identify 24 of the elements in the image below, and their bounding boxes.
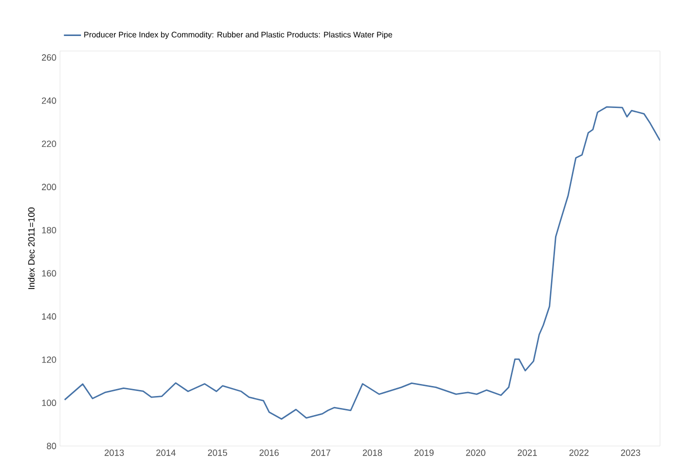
x-tick-label: 2018 (362, 450, 382, 456)
x-tick-label: 2021 (518, 450, 537, 456)
x-tick-label: 2019 (414, 450, 434, 456)
x-tick-label: 2022 (569, 450, 588, 456)
x-tick-label: 2015 (208, 450, 228, 456)
x-tick-label: 2023 (621, 450, 640, 456)
y-tick-label: 120 (42, 356, 56, 363)
y-tick-label: 80 (46, 442, 56, 450)
y-tick-label: 220 (42, 140, 56, 147)
y-tick-label: 100 (42, 400, 56, 406)
x-tick-label: 2017 (311, 450, 330, 456)
x-tick-label: 2014 (156, 450, 176, 456)
y-tick-label: 240 (42, 97, 56, 104)
line-series (64, 106, 660, 420)
y-tick-label: 180 (42, 226, 56, 234)
y-tick-label: 200 (42, 184, 56, 190)
y-tick-label: 160 (42, 270, 56, 277)
x-tick-label: 2020 (466, 450, 486, 456)
x-tick-label: 2013 (104, 450, 124, 456)
y-tick-label: 260 (42, 54, 56, 61)
legend-label: Producer Price Index by Commodity: Rubber and Plastic Products: Plastics Water Pipe (84, 32, 392, 40)
y-axis-title: Index Dec 2011=100 (28, 208, 35, 289)
x-tick-label: 2016 (260, 450, 279, 456)
y-tick-label: 140 (42, 313, 56, 320)
